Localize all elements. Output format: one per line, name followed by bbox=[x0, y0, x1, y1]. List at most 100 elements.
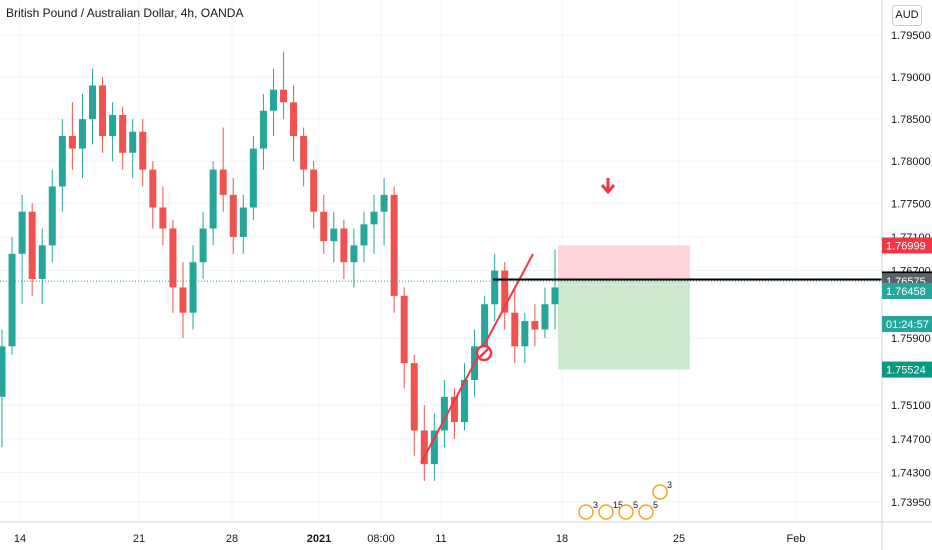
candle-body bbox=[501, 270, 509, 313]
y-tick-label: 1.73950 bbox=[891, 497, 931, 509]
candle-body bbox=[8, 253, 16, 347]
candle-body bbox=[18, 211, 26, 254]
candle-body bbox=[521, 321, 529, 347]
x-tick-label: 2021 bbox=[307, 533, 331, 545]
x-tick-label: 14 bbox=[14, 533, 26, 545]
candle-body bbox=[249, 148, 257, 208]
event-badge-count: 5 bbox=[633, 500, 638, 510]
countdown-label-bg bbox=[882, 316, 932, 332]
candle-body bbox=[129, 131, 137, 153]
event-badge-count: 15 bbox=[613, 500, 623, 510]
y-tick-label: 1.74300 bbox=[891, 468, 931, 480]
x-tick-label: 21 bbox=[133, 533, 145, 545]
y-tick-label: 1.75100 bbox=[891, 400, 931, 412]
y-tick-label: 1.78500 bbox=[891, 114, 931, 126]
candle-body bbox=[370, 211, 378, 225]
candle-body bbox=[420, 430, 428, 465]
y-tick-label: 1.74700 bbox=[891, 434, 931, 446]
event-badge-icon bbox=[618, 504, 634, 520]
event-badge-icon bbox=[652, 484, 668, 500]
event-badge-icon bbox=[598, 504, 614, 520]
candle-body bbox=[320, 211, 328, 242]
last-price-label-bg bbox=[882, 282, 932, 299]
target-price-label: 1.75524 bbox=[886, 365, 926, 377]
candle-series bbox=[0, 51, 559, 481]
event-badge-icon bbox=[578, 504, 594, 520]
candle-body bbox=[450, 396, 458, 423]
candle-body bbox=[159, 207, 167, 229]
grid bbox=[0, 0, 882, 522]
target-price-label-bg bbox=[882, 361, 932, 378]
candle-body bbox=[280, 89, 288, 103]
candle-body bbox=[410, 363, 418, 431]
x-tick-label: 25 bbox=[673, 533, 685, 545]
candle-body bbox=[400, 295, 408, 364]
event-badge-count: 3 bbox=[593, 500, 598, 510]
candle-body bbox=[179, 287, 187, 313]
candle-body bbox=[199, 228, 207, 263]
trend-line bbox=[420, 253, 534, 464]
x-tick-label: Feb bbox=[787, 533, 806, 545]
candle-body bbox=[330, 228, 338, 242]
candle-body bbox=[430, 430, 438, 465]
candle-body bbox=[531, 321, 539, 330]
candle-body bbox=[340, 228, 348, 263]
candle-body bbox=[390, 194, 398, 296]
candle-body bbox=[461, 379, 469, 423]
price-labels: 1.769991.765951.765751.7645801:24:571.75… bbox=[882, 237, 932, 378]
candle-body bbox=[269, 89, 277, 111]
candle-body bbox=[219, 169, 227, 195]
last-price-label: 1.76458 bbox=[886, 286, 926, 298]
y-tick-label: 1.79500 bbox=[891, 30, 931, 42]
candle-body bbox=[139, 131, 147, 170]
time-axis: 14 21 28 2021 08:00 11 18 25 Feb bbox=[0, 521, 932, 545]
y-tick-label: 1.78000 bbox=[891, 156, 931, 168]
candle-body bbox=[551, 287, 559, 305]
event-badge-count: 3 bbox=[667, 480, 672, 490]
candle-body bbox=[360, 224, 368, 246]
stop-loss-zone bbox=[558, 245, 690, 280]
currency-button[interactable]: AUD bbox=[892, 5, 922, 26]
drawings bbox=[0, 178, 882, 464]
candle-body bbox=[259, 110, 267, 149]
event-badges: 3 15 5 53 bbox=[578, 480, 672, 520]
candle-body bbox=[78, 119, 86, 149]
candle-body bbox=[119, 114, 127, 153]
x-tick-label: 18 bbox=[556, 533, 568, 545]
candle-body bbox=[28, 211, 36, 280]
candle-body bbox=[99, 85, 107, 136]
candle-body bbox=[48, 186, 56, 246]
candle-body bbox=[209, 169, 217, 229]
event-badge-count: 5 bbox=[653, 500, 658, 510]
x-tick-label: 28 bbox=[226, 533, 238, 545]
stop-price-label-bg bbox=[882, 237, 932, 254]
y-tick-label: 1.75900 bbox=[891, 333, 931, 345]
candle-body bbox=[58, 135, 66, 187]
candle-body bbox=[0, 346, 6, 397]
candle-body bbox=[511, 312, 519, 347]
event-badge-icon bbox=[638, 504, 654, 520]
stop-price-label: 1.76999 bbox=[886, 240, 926, 252]
signal-marker-slash bbox=[479, 348, 489, 358]
candle-body bbox=[189, 262, 197, 313]
candle-body bbox=[229, 194, 237, 237]
candle-body bbox=[481, 304, 489, 347]
candle-body bbox=[169, 228, 177, 288]
candle-body bbox=[88, 85, 96, 120]
candle-body bbox=[300, 135, 308, 170]
candle-body bbox=[239, 207, 247, 237]
candle-body bbox=[380, 194, 388, 212]
down-arrow-head bbox=[600, 184, 616, 195]
candle-body bbox=[109, 114, 117, 136]
candle-body bbox=[68, 135, 76, 149]
x-tick-label: 08:00 bbox=[367, 533, 395, 545]
candle-body bbox=[149, 169, 157, 208]
x-tick-label: 11 bbox=[435, 533, 446, 545]
candle-body bbox=[541, 304, 549, 330]
candle-body bbox=[350, 245, 358, 263]
candle-body bbox=[310, 169, 318, 212]
countdown-label: 01:24:57 bbox=[886, 319, 929, 331]
candle-body bbox=[290, 102, 298, 136]
take-profit-zone bbox=[558, 279, 690, 370]
